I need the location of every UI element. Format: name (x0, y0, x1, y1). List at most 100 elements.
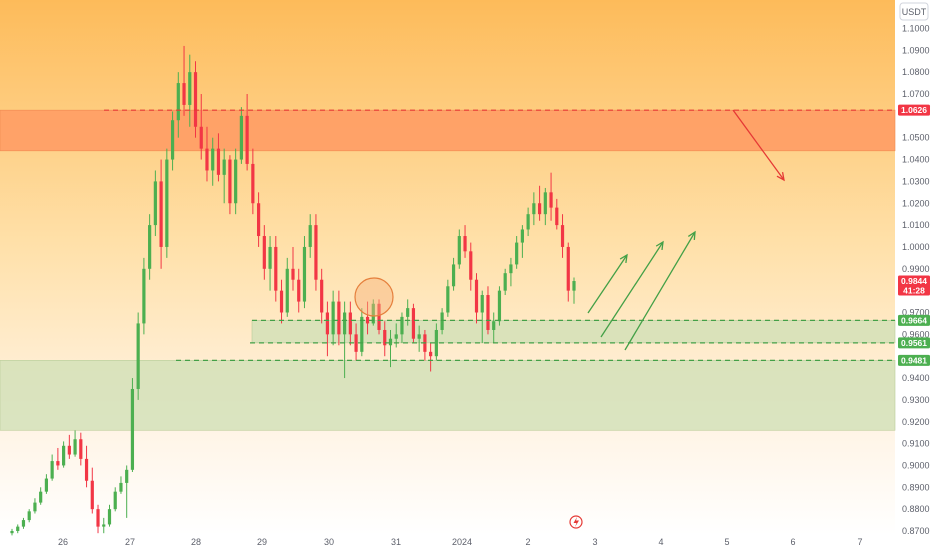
candle-body (555, 207, 559, 226)
candle-body (193, 72, 198, 127)
candle-body (515, 242, 519, 265)
candle-body (119, 482, 123, 492)
y-tick-label: 0.9400 (902, 373, 930, 383)
candle-body (440, 312, 444, 330)
candle-body (96, 509, 100, 527)
candle-body (188, 72, 192, 105)
candle-body (234, 159, 238, 204)
candle-body (27, 511, 31, 521)
candle-body (239, 115, 243, 160)
candle-body (474, 279, 479, 313)
lightning-replay-icon[interactable] (569, 515, 583, 529)
y-tick-label: 0.9300 (902, 395, 930, 405)
price-tag-countdown: 41:28 (903, 286, 925, 296)
x-tick-label: 7 (857, 537, 862, 547)
candle-body (532, 203, 536, 215)
x-tick-label: 30 (324, 537, 334, 547)
currency-unit-label: USDT (902, 7, 927, 17)
candle-body (497, 290, 502, 322)
candle-body (343, 312, 347, 335)
y-axis: 1.1000 1.0900 1.0800 1.0700 1.0500 1.0400 1.03… (902, 23, 930, 536)
price-tag-0.9561: 0.9561 (898, 337, 930, 349)
candle-body (79, 439, 83, 459)
y-tick-label: 0.9000 (902, 460, 930, 470)
currency-unit-box[interactable]: USDT (899, 2, 929, 21)
candle-body (205, 148, 209, 171)
candle-body (451, 264, 456, 287)
x-tick-label: 28 (191, 537, 201, 547)
arrow-shaft (587, 254, 628, 314)
candle-body (492, 321, 496, 330)
candle-body (222, 159, 226, 175)
arrow-head (687, 230, 696, 241)
candle-body (274, 246, 278, 291)
x-tick-label: 4 (658, 537, 663, 547)
candle-body (216, 148, 221, 175)
price-tag-box (898, 354, 930, 366)
candle-body (331, 301, 335, 335)
candle-body (256, 203, 261, 237)
x-tick-label: 2 (525, 537, 530, 547)
x-tick-label: 3 (592, 537, 597, 547)
candle-body (148, 225, 152, 269)
candle-body (314, 225, 318, 280)
x-tick-label: 2024 (452, 537, 472, 547)
candle-body (486, 295, 490, 330)
candle-body (73, 439, 77, 455)
candle-body (509, 264, 513, 274)
candle-body (429, 351, 433, 357)
candle-body (526, 214, 530, 230)
y-tick-label: 1.0900 (902, 45, 930, 55)
candle-body (136, 323, 140, 389)
candle-body (543, 192, 547, 215)
candle-body (113, 491, 117, 510)
candle-body (107, 509, 112, 525)
candle-body (354, 334, 358, 352)
price-tag-box (898, 275, 930, 296)
candle-body (285, 268, 289, 313)
candle-body (411, 308, 416, 339)
zone-support-1 (0, 360, 896, 431)
candle-body (302, 246, 307, 302)
candle-body (56, 461, 60, 466)
candle-body (360, 316, 364, 352)
candle-body (153, 181, 157, 226)
x-tick-label: 6 (790, 537, 795, 547)
arrow-head (619, 253, 628, 264)
candle-body (176, 83, 180, 121)
price-tag-value: 0.9481 (901, 355, 927, 365)
candle-body (291, 268, 295, 280)
candle-body (67, 445, 71, 455)
candle-body (130, 388, 135, 470)
x-axis-background (0, 535, 895, 550)
zone-support-2 (251, 320, 896, 344)
candle-body (297, 279, 301, 302)
y-tick-label: 1.0100 (902, 220, 930, 230)
candle-body (308, 225, 312, 247)
arrow-shaft (732, 109, 785, 181)
candle-body (159, 181, 163, 247)
candle-body (383, 329, 387, 346)
x-axis: 26 27 28 29 30 31 2024 2 3 4 5 6 7 (58, 537, 863, 547)
candle-body (400, 316, 404, 335)
price-tag-0.9664: 0.9664 (898, 314, 930, 326)
arrow-head (776, 172, 785, 182)
x-tick-label: 26 (58, 537, 68, 547)
price-tag-box (898, 104, 930, 116)
candle-body (572, 281, 576, 291)
candle-body (337, 301, 341, 335)
y-tick-label: 0.8900 (902, 482, 930, 492)
candle-body (211, 148, 215, 171)
candle-body (33, 502, 37, 512)
candle-body (268, 246, 272, 269)
candle-body (394, 334, 398, 339)
candle-body (406, 308, 410, 317)
candle-body (388, 338, 393, 346)
highlight-circle (354, 277, 394, 317)
candle-body (228, 159, 232, 204)
candle-body (279, 290, 284, 313)
candle-body (199, 126, 203, 149)
candle-body (170, 120, 175, 160)
